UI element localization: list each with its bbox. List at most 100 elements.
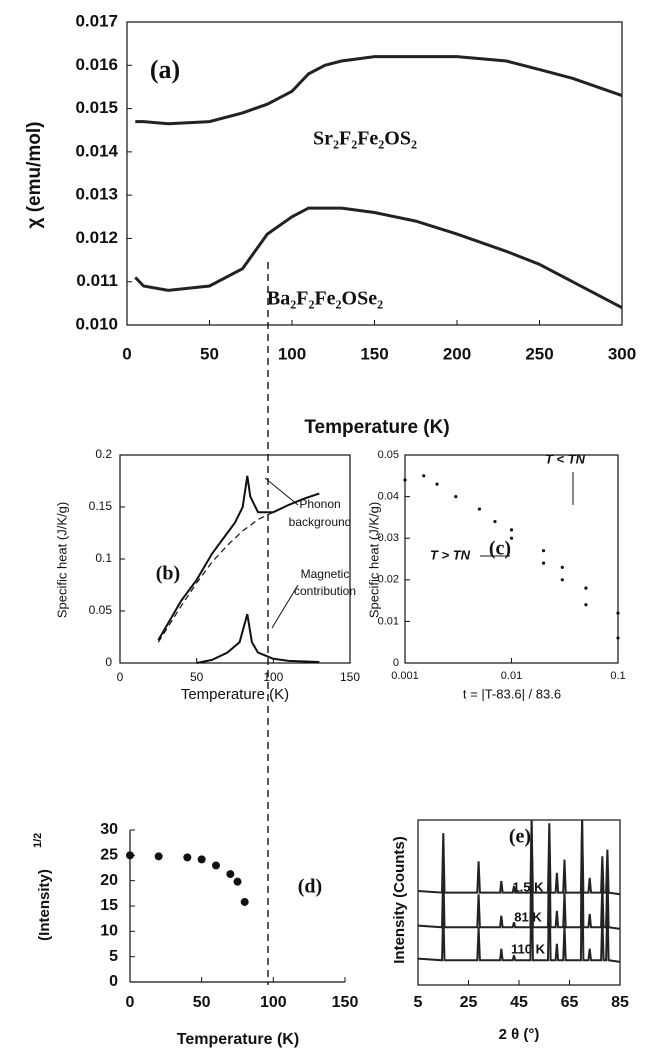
point — [212, 861, 220, 870]
point — [493, 519, 497, 524]
x-tick-label: 0 — [126, 994, 135, 1011]
point — [240, 897, 249, 906]
point — [541, 561, 546, 565]
y-tick-label: 0 — [105, 655, 112, 669]
x-axis-label: Temperature (K) — [181, 686, 289, 703]
y-tick-label: 0.05 — [89, 603, 113, 617]
x-tick-label: 5 — [414, 994, 423, 1011]
x-tick-label: 50 — [193, 994, 211, 1011]
series-label: 110 K — [511, 941, 546, 956]
series-line — [417, 819, 621, 930]
x-tick-label: 25 — [460, 994, 478, 1011]
x-axis-label: t = |T-83.6| / 83.6 — [463, 686, 561, 701]
annotation: Magnetic — [301, 567, 350, 581]
x-tick-label: 150 — [332, 994, 359, 1011]
series-line — [196, 613, 320, 664]
point — [403, 478, 407, 482]
panel-label: (a) — [150, 55, 180, 84]
y-tick-label: 0.012 — [75, 228, 118, 247]
y-tick-label: 0.017 — [75, 11, 118, 30]
x-tick-label: 100 — [263, 670, 283, 684]
x-tick-label: 300 — [608, 344, 636, 363]
panel-label: (d) — [298, 876, 322, 898]
x-tick-label: 45 — [510, 994, 528, 1011]
point — [509, 528, 514, 532]
panel-label: (e) — [509, 826, 531, 848]
y-axis-label: Specific heat (J/K/g) — [54, 502, 69, 618]
series-line — [157, 475, 320, 641]
point — [197, 855, 206, 864]
point — [616, 611, 620, 615]
series-line — [135, 55, 623, 126]
point — [560, 578, 564, 582]
x-tick-label: 250 — [525, 344, 553, 363]
y-tick-label: 30 — [100, 821, 118, 838]
series-label: T > TN — [430, 547, 471, 562]
point — [560, 565, 564, 569]
series-line — [417, 852, 621, 963]
x-tick-label: 0 — [122, 344, 131, 363]
y-tick-label: 0.05 — [378, 449, 399, 461]
series-line — [134, 206, 623, 310]
panel-label: (c) — [489, 538, 511, 560]
y-tick-label: 0.04 — [378, 491, 399, 503]
x-tick-label: 0 — [117, 670, 124, 684]
x-tick-label: 65 — [561, 994, 579, 1011]
y-axis-label: (Intensity) — [36, 869, 53, 941]
plot-frame — [119, 454, 351, 664]
y-tick-label: 0.013 — [75, 185, 118, 204]
point — [435, 482, 439, 486]
y-tick-label: 0.2 — [95, 447, 112, 461]
y-tick-label: 0.15 — [89, 499, 113, 513]
y-tick-label: 0.014 — [75, 141, 118, 160]
y-tick-label: 0.011 — [76, 271, 118, 290]
series-line — [157, 504, 289, 643]
y-tick-label: 0.02 — [378, 574, 399, 586]
arrow — [271, 584, 299, 629]
x-tick-label: 0.001 — [391, 670, 419, 682]
x-tick-label: 85 — [611, 994, 629, 1011]
series-label: 81 K — [514, 909, 542, 924]
x-axis-label: Temperature (K) — [177, 1031, 299, 1048]
x-tick-label: 150 — [340, 670, 360, 684]
x-axis-label: 2 θ (°) — [499, 1026, 540, 1043]
y-axis-label: Intensity (Counts) — [391, 836, 408, 964]
point — [584, 586, 588, 590]
y-tick-label: 0.010 — [75, 314, 118, 333]
x-tick-label: 0.1 — [610, 670, 625, 682]
series-label: 1.5 K — [512, 879, 544, 894]
y-axis-label: χ (emu/mol) — [24, 122, 45, 229]
arrow — [264, 477, 299, 506]
series-label: Ba₂F₂Fe₂OSe₂ — [267, 288, 383, 310]
point — [477, 507, 482, 511]
y-tick-label: 15 — [100, 897, 118, 914]
x-tick-label: 0.01 — [501, 670, 522, 682]
y-tick-label: 20 — [100, 872, 118, 889]
point — [541, 549, 546, 553]
point — [616, 636, 620, 640]
x-tick-label: 100 — [260, 994, 287, 1011]
series-label: Sr₂F₂Fe₂OS₂ — [313, 128, 417, 150]
point — [233, 877, 242, 886]
annotation: contribution — [294, 584, 356, 598]
x-tick-label: 100 — [278, 344, 306, 363]
x-axis-label: Temperature (K) — [304, 417, 449, 438]
y-tick-label: 25 — [100, 847, 118, 864]
series-line — [417, 819, 621, 896]
x-tick-label: 50 — [190, 670, 204, 684]
y-tick-label: 0 — [109, 973, 118, 990]
y-tick-label: 0.016 — [75, 55, 118, 74]
series-label: T < TN — [545, 451, 586, 466]
point — [509, 536, 514, 540]
point — [154, 852, 163, 861]
annotation: Phonon — [299, 497, 340, 511]
point — [422, 474, 426, 478]
x-tick-label: 50 — [200, 344, 219, 363]
point — [226, 870, 235, 879]
y-tick-label: 5 — [109, 948, 118, 965]
point — [584, 603, 588, 607]
x-tick-label: 150 — [360, 344, 388, 363]
y-axis-label-sup: 1/2 — [32, 833, 44, 848]
